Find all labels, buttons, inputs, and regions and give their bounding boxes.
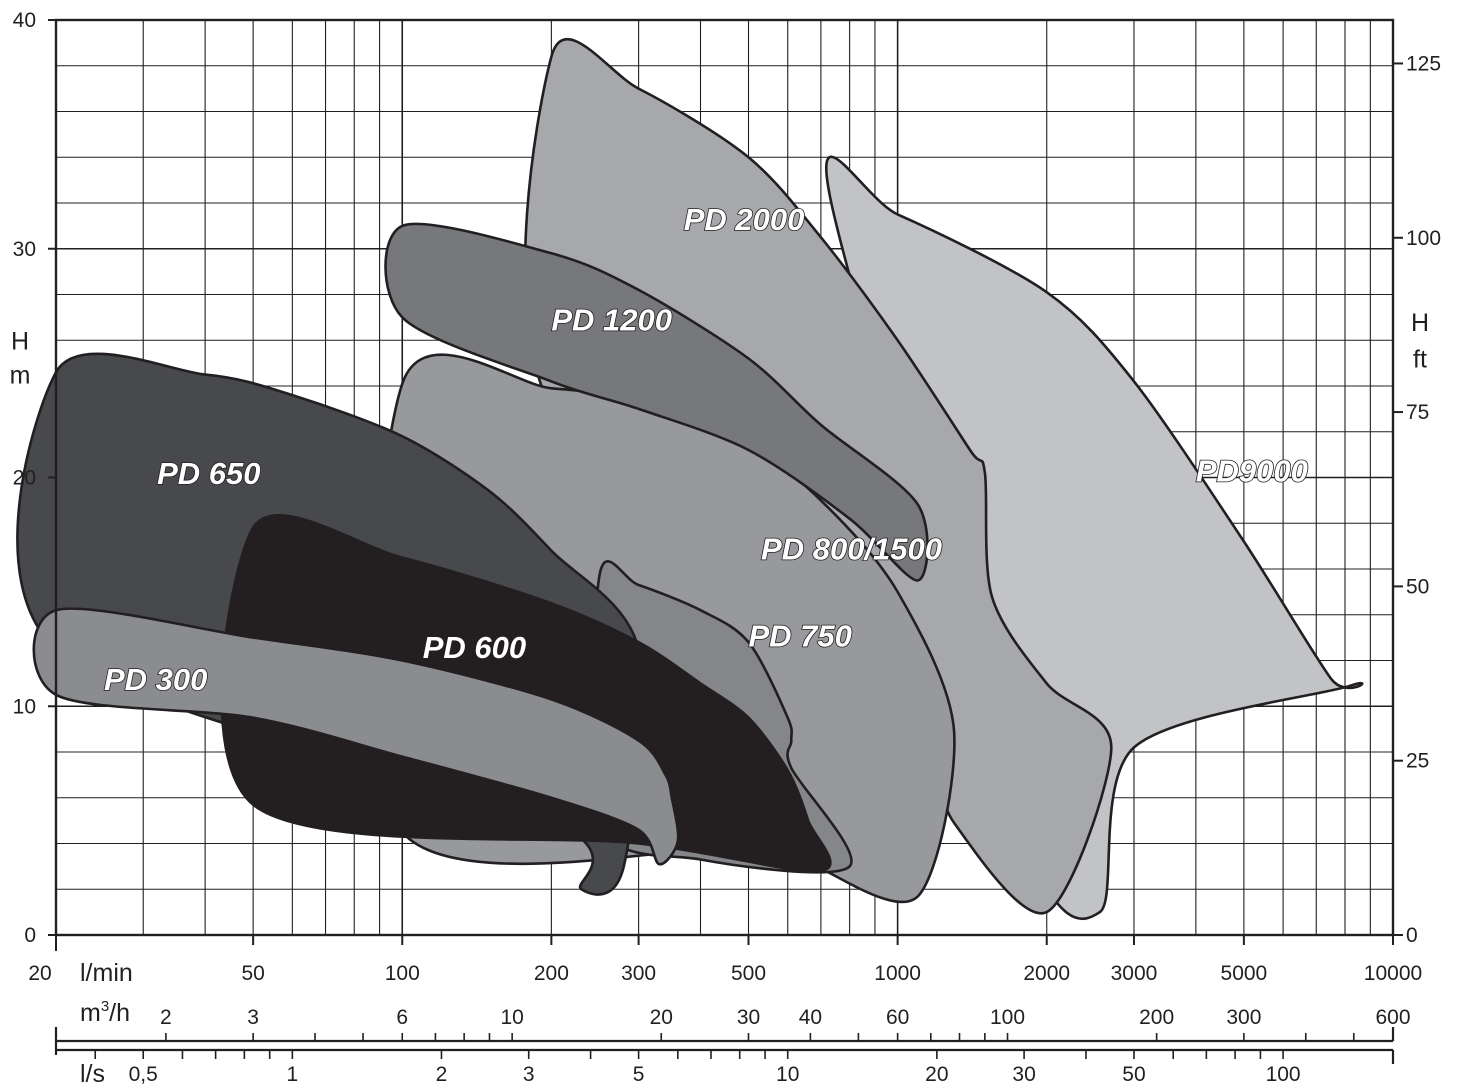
x-m3h-tick-label: 3 bbox=[247, 1006, 259, 1029]
x-m3h-unit-tail: /h bbox=[109, 999, 130, 1027]
x-ls-tick-label: 5 bbox=[633, 1063, 645, 1086]
y-left-tick-label: 30 bbox=[13, 238, 36, 261]
x-m3h-tick-label: 40 bbox=[799, 1006, 822, 1029]
x-ls-tick-label: 30 bbox=[1012, 1063, 1035, 1086]
x-lmin-tick-label: 10000 bbox=[1364, 962, 1422, 985]
x-m3h-unit-sup: 3 bbox=[101, 998, 109, 1015]
x-lmin-tick-label: 3000 bbox=[1111, 962, 1158, 985]
x-m3h-tick-label: 300 bbox=[1226, 1006, 1261, 1029]
x-lmin-unit: l/min bbox=[80, 959, 133, 987]
x-lmin-tick-label: 300 bbox=[621, 962, 656, 985]
y-left-tick-label: 0 bbox=[24, 924, 36, 947]
x-ls-unit: l/s bbox=[80, 1060, 105, 1087]
x-lmin-tick-label: 50 bbox=[241, 962, 264, 985]
x-ls-tick-label: 0,5 bbox=[129, 1063, 158, 1086]
x-lmin-tick-label: 100 bbox=[385, 962, 420, 985]
x-m3h-tick-label: 60 bbox=[886, 1006, 909, 1029]
y-left-tick-label: 10 bbox=[13, 695, 36, 718]
x-lmin-tick-label: 5000 bbox=[1221, 962, 1268, 985]
series-label-pd9000: PD9000 bbox=[1196, 454, 1308, 489]
series-label-pd-650: PD 650 bbox=[157, 456, 260, 491]
x-ls-tick-label: 50 bbox=[1122, 1063, 1145, 1086]
series-label-pd-800-1500: PD 800/1500 bbox=[761, 531, 942, 566]
x-lmin-tick-label: 2000 bbox=[1023, 962, 1070, 985]
x-m3h-tick-label: 10 bbox=[500, 1006, 523, 1029]
series-label-pd-1200: PD 1200 bbox=[551, 303, 672, 338]
y-right-tick-label: 50 bbox=[1406, 575, 1429, 598]
x-lmin-tick-label: 1000 bbox=[874, 962, 921, 985]
x-m3h-unit-base: m bbox=[80, 999, 101, 1027]
x-axes: 20 50 100 200 300 500 1000 2000 3000 5000 10000 l/m… bbox=[28, 935, 1422, 1087]
x-m3h-tick-label: 600 bbox=[1375, 1006, 1410, 1029]
x-m3h-tick-label: 100 bbox=[990, 1006, 1025, 1029]
x-ls-tick-label: 20 bbox=[925, 1063, 948, 1086]
x-ls-tick-label: 100 bbox=[1266, 1063, 1301, 1086]
series-areas bbox=[16, 38, 1364, 921]
y-right-tick-label: 100 bbox=[1406, 227, 1441, 250]
x-m3h-tick-label: 30 bbox=[737, 1006, 760, 1029]
series-labels: PD9000 PD 2000 PD 800/1500 PD 1200 PD 750 PD … bbox=[103, 201, 1308, 697]
y-left-tick-label: 20 bbox=[13, 467, 36, 490]
x-m3h-tick-label: 200 bbox=[1139, 1006, 1174, 1029]
x-ls-tick-label: 3 bbox=[523, 1063, 535, 1086]
y-axis-right: 0 25 50 75 100 125 Hft bbox=[1393, 52, 1441, 947]
y-right-tick-label: 0 bbox=[1406, 924, 1418, 947]
y-right-tick-label: 125 bbox=[1406, 52, 1441, 75]
x-ls-tick-label: 2 bbox=[436, 1063, 448, 1086]
x-ls-tick-label: 1 bbox=[287, 1063, 299, 1086]
x-lmin-tick-label: 200 bbox=[534, 962, 569, 985]
series-label-pd-750: PD 750 bbox=[749, 618, 852, 653]
series-area-pd-1200 bbox=[384, 222, 929, 582]
y-axis-left: 0 10 20 30 40 Hm bbox=[10, 9, 56, 947]
series-label-pd-2000: PD 2000 bbox=[684, 202, 805, 237]
y-right-title-line2: ft bbox=[1413, 346, 1427, 374]
x-m3h-tick-label: 20 bbox=[650, 1006, 673, 1029]
x-lmin-tick-label: 500 bbox=[731, 962, 766, 985]
series-area-pd-300 bbox=[32, 607, 680, 866]
x-m3h-unit: m3/h bbox=[80, 998, 130, 1027]
y-left-tick-label: 40 bbox=[13, 9, 36, 32]
y-left-title-line1: H bbox=[11, 327, 29, 355]
x-ls-tick-label: 10 bbox=[776, 1063, 799, 1086]
y-right-tick-label: 75 bbox=[1406, 401, 1429, 424]
y-left-title-line2: m bbox=[10, 362, 31, 390]
series-label-pd-600: PD 600 bbox=[423, 630, 526, 665]
series-label-pd-300: PD 300 bbox=[104, 662, 207, 697]
x-m3h-tick-label: 2 bbox=[160, 1006, 172, 1029]
x-m3h-tick-label: 6 bbox=[396, 1006, 408, 1029]
y-right-tick-label: 25 bbox=[1406, 750, 1429, 773]
x-lmin-tick-label: 20 bbox=[28, 962, 51, 985]
y-right-title-line1: H bbox=[1411, 309, 1429, 337]
